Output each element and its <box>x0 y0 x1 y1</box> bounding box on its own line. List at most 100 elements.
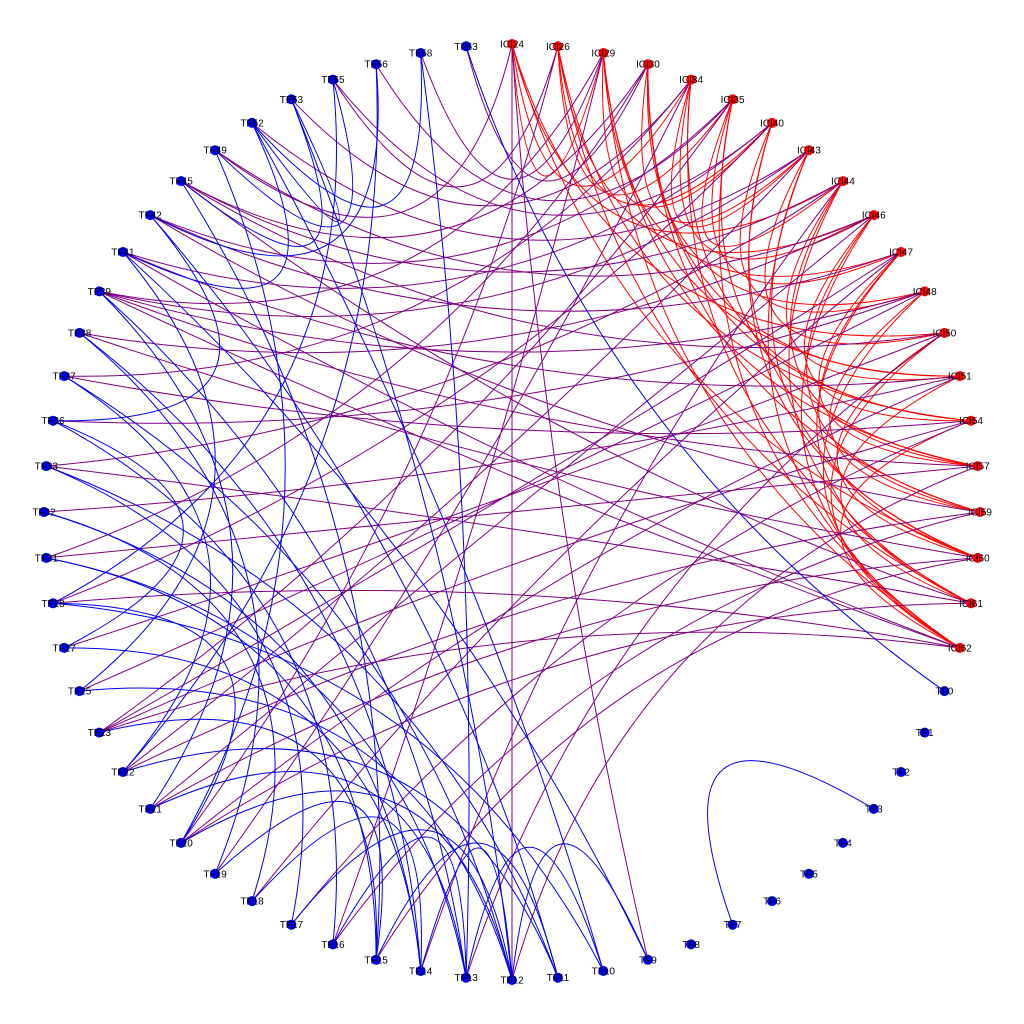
edge-TF3-TF7 <box>707 760 875 925</box>
edge-TF28-TF20 <box>52 602 236 844</box>
node-label: ICI24 <box>500 40 524 51</box>
node-TF4: TF4 <box>834 837 852 849</box>
node-label: ICI57 <box>966 462 990 473</box>
node-label: ICI26 <box>546 42 570 53</box>
edge-TF56-TF42 <box>149 64 379 257</box>
edge-ICI44-ICI51 <box>785 180 960 381</box>
node-label: TF17 <box>280 920 304 931</box>
edge-TF17-TF12 <box>291 829 513 981</box>
edge-TF52-TF41 <box>122 122 289 289</box>
node-marker <box>507 39 517 49</box>
edge-ICI40-TF41 <box>122 122 773 289</box>
node-label: TF3 <box>865 804 883 815</box>
node-label: TF14 <box>409 967 433 978</box>
edge-TF37-TF22 <box>63 375 211 773</box>
node-TF56: TF56 <box>364 59 388 71</box>
node-ICI51: ICI51 <box>948 371 972 383</box>
node-marker <box>972 552 983 563</box>
node-marker <box>552 41 563 52</box>
node-label: TF31 <box>35 553 59 564</box>
node-label: TF27 <box>53 643 77 654</box>
edge-TF38-TF14 <box>79 332 422 972</box>
node-TF53: TF53 <box>280 94 304 106</box>
node-marker <box>327 939 338 950</box>
node-ICI57: ICI57 <box>966 461 990 473</box>
edge-ICI43-TF39 <box>99 149 810 317</box>
edge-ICI54-ICI62 <box>840 420 972 649</box>
node-label: ICI48 <box>913 287 937 298</box>
node-label: TF49 <box>203 146 227 157</box>
edge-TF14-TF12 <box>420 847 513 981</box>
edge-TF23-TF15 <box>99 718 378 960</box>
node-TF18: TF18 <box>240 896 264 908</box>
edge-TF45-TF15 <box>180 180 381 960</box>
edge-ICI47-ICI57 <box>818 251 978 467</box>
edge-TF53-TF45 <box>180 99 323 248</box>
edge-ICI47-TF23 <box>99 251 902 734</box>
edge-ICI44-TF14 <box>420 180 844 972</box>
edge-TF31-TF13 <box>46 557 467 978</box>
edge-ICI48-ICI59 <box>829 291 981 513</box>
node-marker <box>461 972 472 983</box>
node-label: TF41 <box>111 248 135 259</box>
node-ICI59: ICI59 <box>968 507 992 519</box>
node-ICI26: ICI26 <box>546 41 570 53</box>
node-TF11: TF11 <box>547 972 570 984</box>
edge-ICI35-TF42 <box>150 98 733 264</box>
edge-TF33-TF11 <box>46 465 559 978</box>
node-TF25: TF25 <box>68 686 92 698</box>
node-marker <box>868 803 879 814</box>
edge-TF13-TF10 <box>465 846 604 978</box>
node-label: TF18 <box>240 897 264 908</box>
edge-layer <box>43 43 981 981</box>
node-TF49: TF49 <box>203 145 227 157</box>
node-marker <box>919 727 930 738</box>
edge-TF32-TF18 <box>43 511 276 902</box>
node-TF2: TF2 <box>892 767 910 779</box>
node-ICI61: ICI61 <box>959 598 983 610</box>
edge-TF28-TF10 <box>52 602 604 972</box>
node-label: ICI44 <box>831 177 855 188</box>
node-TF31: TF31 <box>35 552 59 564</box>
node-layer: ICI24 ICI26 ICI29 ICI30 ICI34 ICI35 ICI40 ICI43… <box>32 39 992 987</box>
edge-ICI30-ICI54 <box>647 64 972 422</box>
edge-TF19-TF15 <box>214 801 383 960</box>
node-label: TF28 <box>41 599 65 610</box>
node-ICI54: ICI54 <box>959 415 983 427</box>
node-TF3: TF3 <box>865 803 883 815</box>
node-marker <box>59 371 70 382</box>
edge-ICI35-ICI44 <box>701 99 844 248</box>
node-ICI40: ICI40 <box>760 117 784 129</box>
node-label: TF52 <box>240 118 264 129</box>
node-marker <box>247 117 257 128</box>
node-TF32: TF32 <box>32 507 56 519</box>
edge-TF63-TF0 <box>465 46 945 692</box>
edge-ICI24-ICI50 <box>511 43 945 337</box>
edge-ICI40-TF55 <box>332 79 773 216</box>
edge-ICI61-TF45 <box>180 180 972 604</box>
node-ICI48: ICI48 <box>913 286 937 298</box>
node-label: ICI50 <box>932 328 956 339</box>
edge-ICI35-TF23 <box>99 99 734 734</box>
node-label: TF12 <box>500 976 524 987</box>
edge-ICI43-ICI50 <box>764 149 945 345</box>
node-TF55: TF55 <box>321 74 345 86</box>
edge-TF39-TF21 <box>98 291 234 810</box>
node-label: TF42 <box>139 211 163 222</box>
node-label: TF22 <box>111 768 135 779</box>
edge-ICI57-TF39 <box>99 290 978 467</box>
edge-ICI35-ICI47 <box>711 99 902 285</box>
node-TF52: TF52 <box>240 117 264 129</box>
edge-TF32-TF14 <box>43 511 422 972</box>
node-marker <box>767 117 777 128</box>
node-TF58: TF58 <box>409 48 433 60</box>
node-TF23: TF23 <box>88 727 111 739</box>
edge-TF18-TF14 <box>251 816 422 972</box>
node-marker <box>939 686 950 697</box>
edge-ICI29-TF16 <box>332 52 604 945</box>
node-label: TF10 <box>592 967 616 978</box>
node-label: TF38 <box>68 328 92 339</box>
node-label: TF9 <box>639 955 657 966</box>
edge-ICI30-TF31 <box>46 63 649 559</box>
edge-ICI35-ICI57 <box>720 99 978 467</box>
